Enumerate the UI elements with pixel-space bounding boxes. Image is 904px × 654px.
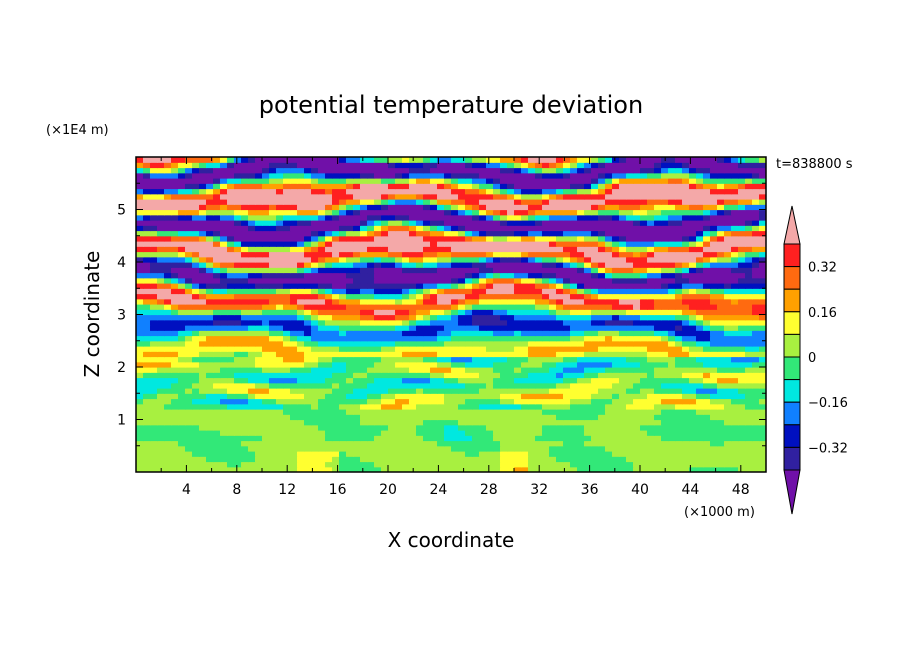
y-axis: 1 2 3 4 5: [117, 182, 766, 447]
colorbar-bin: [783, 311, 801, 335]
colorbar-bin: [783, 356, 801, 381]
x-tick-label: 44: [681, 482, 699, 498]
colorbar-bin: [783, 379, 801, 403]
x-axis: 4 8 12 16 20 24 28 32 36 40 44 48: [160, 157, 767, 498]
colorbar-label: 0.16: [808, 306, 837, 321]
y-tick-label: 5: [117, 203, 126, 219]
colorbar-bin: [783, 424, 801, 448]
y-tick-label: 3: [117, 308, 126, 324]
x-tick-label: 8: [232, 482, 241, 498]
x-tick-label: 36: [581, 482, 599, 498]
colorbar: 0.32 0.16 0 −0.16 −0.32: [783, 205, 848, 515]
x-tick-label: 40: [631, 482, 649, 498]
colorbar-bin: [783, 333, 801, 358]
x-unit-label: (×1000 m): [684, 505, 755, 520]
time-label: t=838800 s: [776, 157, 853, 172]
colorbar-label: 0: [808, 351, 816, 366]
x-tick-label: 32: [530, 482, 548, 498]
x-tick-label: 28: [480, 482, 498, 498]
contour-field: [136, 157, 766, 472]
colorbar-label: −0.32: [808, 441, 848, 456]
x-tick-label: 24: [429, 482, 447, 498]
colorbar-bin: [783, 401, 801, 426]
colorbar-label: 0.32: [808, 261, 837, 276]
colorbar-bin: [783, 446, 801, 471]
x-axis-label: X coordinate: [388, 528, 515, 552]
y-unit-label: (×1E4 m): [46, 123, 109, 138]
y-tick-label: 2: [117, 360, 126, 376]
colorbar-bin: [783, 288, 801, 313]
x-tick-label: 4: [182, 482, 191, 498]
colorbar-over-triangle: [783, 205, 801, 245]
chart-title: potential temperature deviation: [259, 91, 643, 119]
y-axis-label: Z coordinate: [80, 251, 104, 378]
x-tick-label: 16: [329, 482, 347, 498]
y-tick-label: 4: [117, 255, 126, 271]
colorbar-label: −0.16: [808, 396, 848, 411]
colorbar-bin: [783, 243, 801, 268]
x-tick-label: 20: [379, 482, 397, 498]
x-tick-label: 48: [732, 482, 750, 498]
y-tick-label: 1: [117, 413, 126, 429]
colorbar-under-triangle: [783, 469, 801, 515]
x-tick-label: 12: [278, 482, 296, 498]
colorbar-bin: [783, 266, 801, 290]
